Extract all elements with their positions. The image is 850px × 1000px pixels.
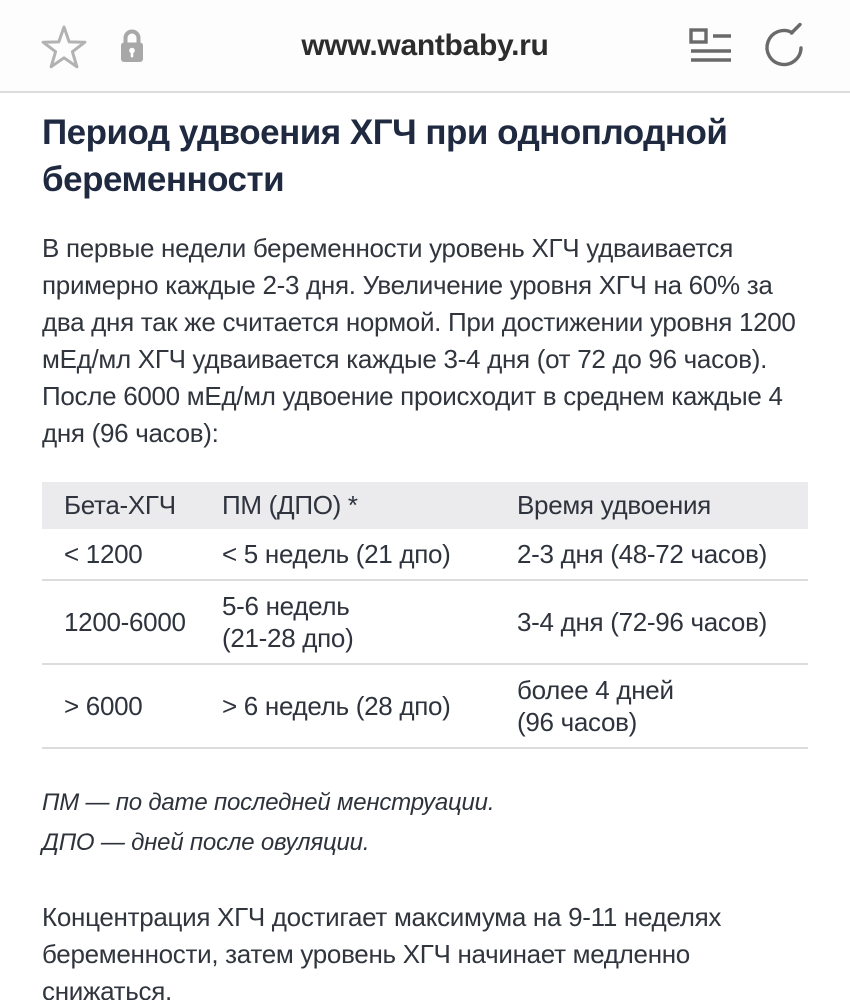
browser-toolbar: www.wantbaby.ru [0,0,850,93]
footnotes: ПМ — по дате последней менструации. ДПО … [42,783,808,863]
cell-pm-dpo: < 5 недель (21 дпо) [222,529,517,581]
footnote-pm: ПМ — по дате последней менструации. [42,789,495,816]
col-header-beta-hcg: Бета-ХГЧ [42,482,222,529]
cell-beta-hcg: < 1200 [42,529,222,581]
reload-icon[interactable] [760,21,810,71]
table-row: < 1200 < 5 недель (21 дпо) 2-3 дня (48-7… [42,529,808,581]
col-header-pm-dpo: ПМ (ДПО) * [222,482,517,529]
star-icon[interactable] [40,22,88,70]
reader-mode-icon[interactable] [688,25,734,67]
table-row: 1200-6000 5-6 недель (21-28 дпо) 3-4 дня… [42,580,808,665]
lock-icon[interactable] [118,27,146,65]
cell-beta-hcg: 1200-6000 [42,580,222,665]
address-bar[interactable]: www.wantbaby.ru [190,29,660,63]
page-title: Период удвоения ХГЧ при одноплодной бере… [42,113,728,199]
toolbar-left-group [40,22,190,70]
hcg-doubling-table: Бета-ХГЧ ПМ (ДПО) * Время удвоения < 120… [42,482,808,749]
cell-doubling-time: более 4 дней (96 часов) [517,664,808,749]
cell-doubling-time: 3-4 дня (72-96 часов) [517,580,808,665]
cell-pm-dpo: > 6 недель (28 дпо) [222,664,517,749]
toolbar-right-group [660,21,810,71]
intro-paragraph: В первые недели беременности уровень ХГЧ… [42,233,796,448]
cell-beta-hcg: > 6000 [42,664,222,749]
col-header-doubling-time: Время удвоения [517,482,808,529]
cell-doubling-time: 2-3 дня (48-72 часов) [517,529,808,581]
article-content: Период удвоения ХГЧ при одноплодной бере… [0,93,850,1000]
footnote-dpo: ДПО — дней после овуляции. [42,829,370,856]
page-url[interactable]: www.wantbaby.ru [301,28,549,62]
outro-paragraph: Концентрация ХГЧ достигает максимума на … [42,902,722,1000]
table-header-row: Бета-ХГЧ ПМ (ДПО) * Время удвоения [42,482,808,529]
cell-pm-dpo: 5-6 недель (21-28 дпо) [222,580,517,665]
table-row: > 6000 > 6 недель (28 дпо) более 4 дней … [42,664,808,749]
